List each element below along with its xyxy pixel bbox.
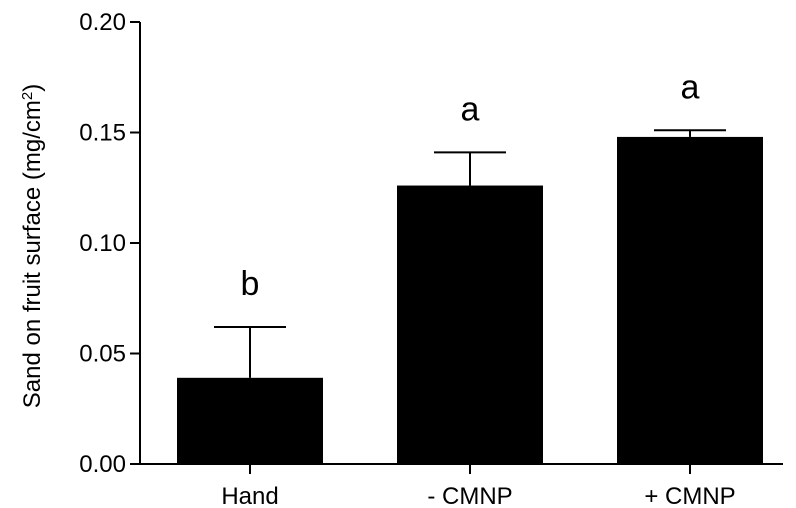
significance-letter: b	[241, 265, 260, 303]
bar	[617, 136, 763, 465]
y-tick-label: 0.10	[79, 230, 126, 257]
y-axis-title-main: Sand on fruit surface (mg/cm	[19, 100, 46, 408]
y-axis-ticks: 0.00 0.05 0.10 0.15 0.20	[79, 9, 140, 478]
x-category-label: + CMNP	[644, 483, 735, 508]
significance-labels: b a a	[241, 68, 700, 303]
bar	[397, 185, 543, 465]
y-axis-title: Sand on fruit surface (mg/cm2)	[19, 84, 47, 408]
y-tick-label: 0.20	[79, 9, 126, 36]
x-category-label: Hand	[221, 483, 278, 508]
x-category-label: - CMNP	[427, 483, 512, 508]
y-axis-title-superscript: 2	[19, 92, 36, 100]
y-tick-label: 0.05	[79, 341, 126, 368]
bar	[177, 377, 323, 464]
y-tick-label: 0.15	[79, 120, 126, 147]
error-bars	[214, 129, 726, 378]
bars	[177, 136, 763, 465]
y-axis-title-end: )	[19, 84, 46, 92]
x-axis-ticks: Hand - CMNP + CMNP	[221, 464, 736, 508]
y-tick-label: 0.00	[79, 451, 126, 478]
significance-letter: a	[461, 90, 480, 128]
significance-letter: a	[681, 68, 700, 106]
